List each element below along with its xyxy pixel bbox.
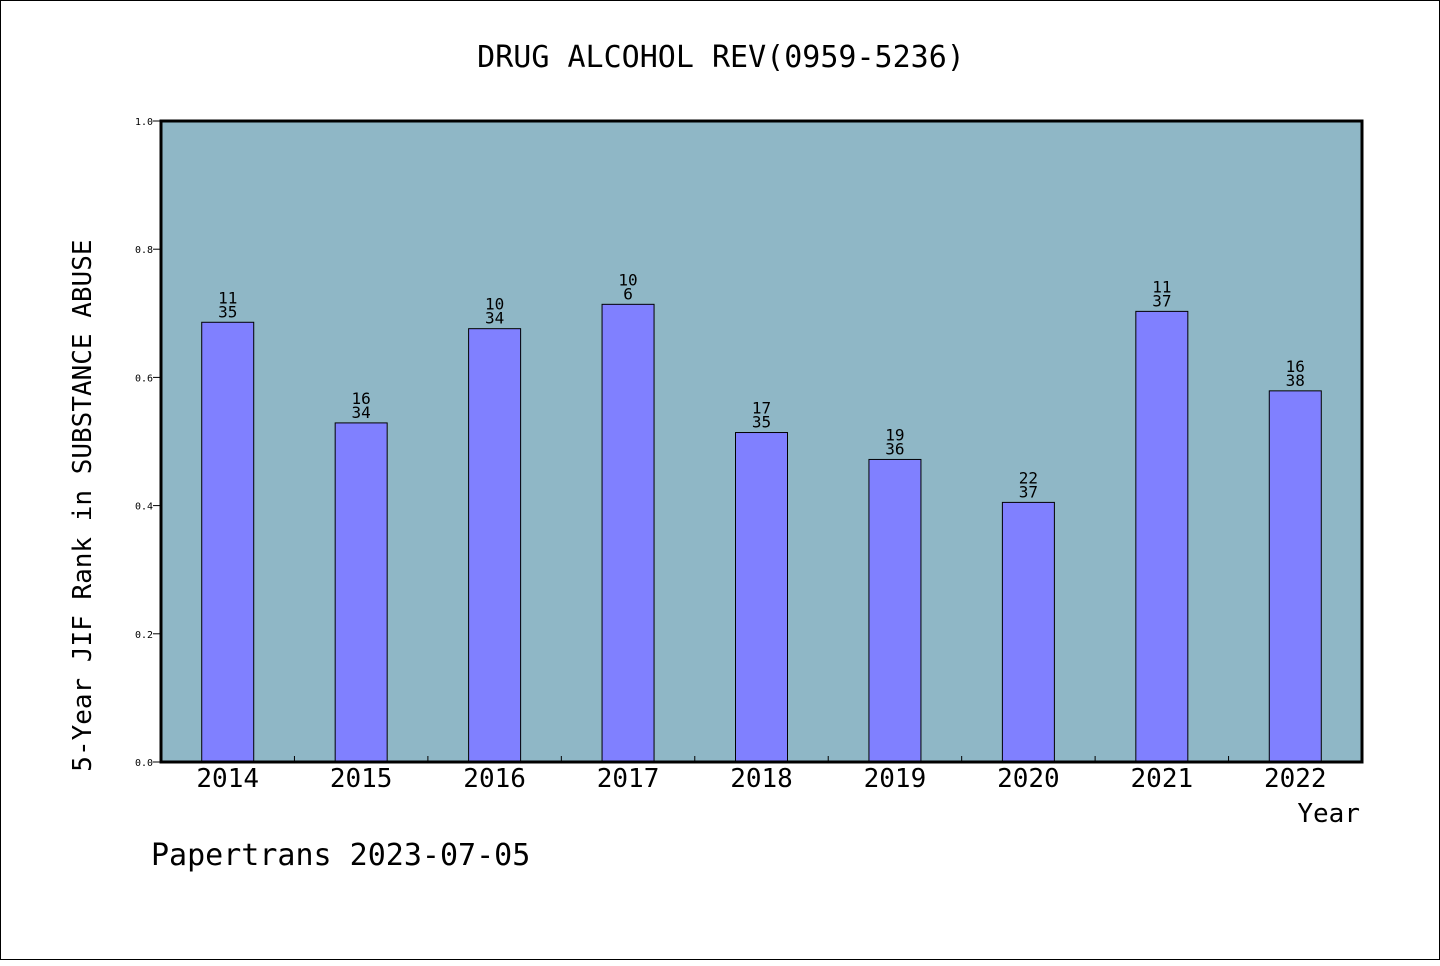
bar-2021 — [1135, 310, 1189, 763]
y-axis-label: 5-Year JIF Rank in SUBSTANCE ABUSE — [68, 239, 98, 771]
bar-2015 — [334, 422, 388, 763]
bar-label-rank-2014: 11 — [218, 288, 237, 307]
bar-label-rank-2018: 17 — [752, 399, 771, 418]
bar-label-rank-2016: 10 — [485, 295, 504, 314]
bar-label-total-2020: 37 — [1019, 482, 1038, 501]
x-tick-label-2020: 2020 — [997, 764, 1060, 794]
bar-label-total-2021: 37 — [1152, 291, 1171, 310]
bar-label-rank-2015: 16 — [352, 389, 371, 408]
bar-label-rank-2020: 22 — [1019, 468, 1038, 487]
bar-label-rank-2021: 11 — [1152, 277, 1171, 296]
bar-2014 — [201, 321, 255, 763]
bar-label-rank-2019: 19 — [885, 425, 904, 444]
bar-label-total-2015: 34 — [352, 403, 371, 422]
y-tick-label: 0.0 — [135, 758, 153, 769]
axes-layer: 2014 2015 2016 2017 2018 2019 2020 2021 2022 0.0 0… — [135, 117, 1327, 794]
x-tick-label-2016: 2016 — [463, 764, 526, 794]
x-axis-label: Year — [1297, 799, 1360, 829]
footer-credit: Papertrans 2023-07-05 — [151, 838, 530, 873]
x-tick-label-2015: 2015 — [330, 764, 393, 794]
x-tick-label-2017: 2017 — [597, 764, 660, 794]
bar-label-rank-2017: 10 — [618, 270, 637, 289]
y-tick-label: 1.0 — [135, 117, 153, 128]
y-tick-label: 0.6 — [135, 373, 153, 384]
x-tick-label-2022: 2022 — [1264, 764, 1327, 794]
y-tick-label: 0.4 — [135, 502, 153, 513]
bar-label-total-2022: 38 — [1286, 371, 1305, 390]
x-tick-label-2014: 2014 — [196, 764, 259, 794]
bar-label-rank-2022: 16 — [1286, 357, 1305, 376]
x-tick-label-2021: 2021 — [1131, 764, 1194, 794]
bar-2022 — [1268, 390, 1322, 763]
bar-2016 — [468, 328, 522, 763]
bar-label-total-2018: 35 — [752, 413, 771, 432]
bar-2017 — [601, 303, 655, 763]
bar-2018 — [735, 432, 788, 763]
bar-label-total-2019: 36 — [885, 439, 904, 458]
x-tick-label-2018: 2018 — [730, 764, 793, 794]
y-tick-label: 0.8 — [135, 245, 153, 256]
y-tick-label: 0.2 — [135, 630, 153, 641]
bar-2020 — [1001, 501, 1055, 763]
bar-label-total-2017: 6 — [623, 284, 633, 303]
bar-label-total-2016: 34 — [485, 309, 504, 328]
bar-2019 — [868, 458, 922, 763]
x-tick-label-2019: 2019 — [864, 764, 927, 794]
bar-label-total-2014: 35 — [218, 302, 237, 321]
chart-title: DRUG ALCOHOL REV(0959-5236) — [477, 40, 965, 75]
plot-border — [159, 119, 1364, 764]
